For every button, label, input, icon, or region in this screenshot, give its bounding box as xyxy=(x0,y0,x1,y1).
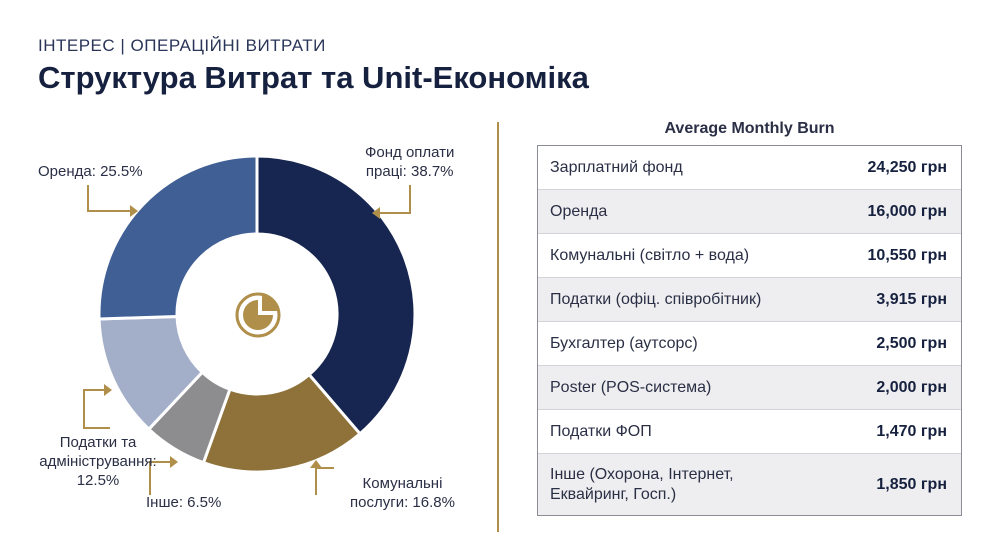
slice-label-payroll: Фонд оплати праці: 38.7% xyxy=(365,144,455,180)
row-value: 1,850 грн xyxy=(876,475,947,493)
slice-label-other: Інше: 6.5% xyxy=(146,494,222,511)
slice-label-utilities: Комунальні послуги: 16.8% xyxy=(350,475,455,511)
row-name: Комунальні (світло + вода) xyxy=(550,246,750,264)
divider xyxy=(497,122,499,532)
table-title: Average Monthly Burn xyxy=(664,120,835,137)
burn-table: Зарплатний фонд 24,250 грн Оренда 16,000 гр… xyxy=(537,145,962,516)
row-value: 2,000 грн xyxy=(876,378,947,396)
table-row: Комунальні (світло + вода) 10,550 грн xyxy=(538,234,961,278)
arrow-rent xyxy=(87,185,130,212)
row-value: 24,250 грн xyxy=(867,158,947,176)
row-value: 16,000 грн xyxy=(867,202,947,220)
row-name: Poster (POS-система) xyxy=(550,378,712,396)
arrow-taxes-head xyxy=(104,384,112,396)
row-name: Податки ФОП xyxy=(550,422,652,440)
row-name: Оренда xyxy=(550,202,608,220)
arrow-payroll-head xyxy=(372,207,380,219)
page-title: Структура Витрат та Unit-Економіка xyxy=(38,60,589,95)
row-name: Інше (Охорона, Інтернет, Еквайринг, Госп… xyxy=(550,465,734,503)
table-row: Інше (Охорона, Інтернет, Еквайринг, Госп… xyxy=(538,454,961,515)
row-value: 1,470 грн xyxy=(876,422,947,440)
slice-label-taxes: Податки та адміністрування: 12.5% xyxy=(39,434,157,489)
arrow-taxes xyxy=(83,389,110,429)
arrow-payroll xyxy=(380,185,411,214)
arrow-rent-head xyxy=(130,205,138,217)
donut-chart xyxy=(83,154,417,495)
row-value: 3,915 грн xyxy=(876,290,947,308)
arrow-utilities-head xyxy=(310,460,322,468)
table-row: Податки ФОП 1,470 грн xyxy=(538,410,961,454)
table-row: Poster (POS-система) 2,000 грн xyxy=(538,366,961,410)
arrow-other xyxy=(149,461,170,495)
table-row: Оренда 16,000 грн xyxy=(538,190,961,234)
table-row: Зарплатний фонд 24,250 грн xyxy=(538,146,961,190)
table-row: Бухгалтер (аутсорс) 2,500 грн xyxy=(538,322,961,366)
arrow-utilities xyxy=(315,467,334,495)
row-name: Податки (офіц. співробітник) xyxy=(550,290,762,308)
eyebrow-text: ІНТЕРЕС | ОПЕРАЦІЙНІ ВИТРАТИ xyxy=(38,36,326,55)
arrow-other-head xyxy=(170,456,178,468)
table-row: Податки (офіц. співробітник) 3,915 грн xyxy=(538,278,961,322)
slice-label-rent: Оренда: 25.5% xyxy=(38,163,143,180)
row-name: Зарплатний фонд xyxy=(550,158,683,176)
row-value: 2,500 грн xyxy=(876,334,947,352)
row-value: 10,550 грн xyxy=(867,246,947,264)
pie-chart-icon xyxy=(235,292,281,338)
row-name: Бухгалтер (аутсорс) xyxy=(550,334,698,352)
